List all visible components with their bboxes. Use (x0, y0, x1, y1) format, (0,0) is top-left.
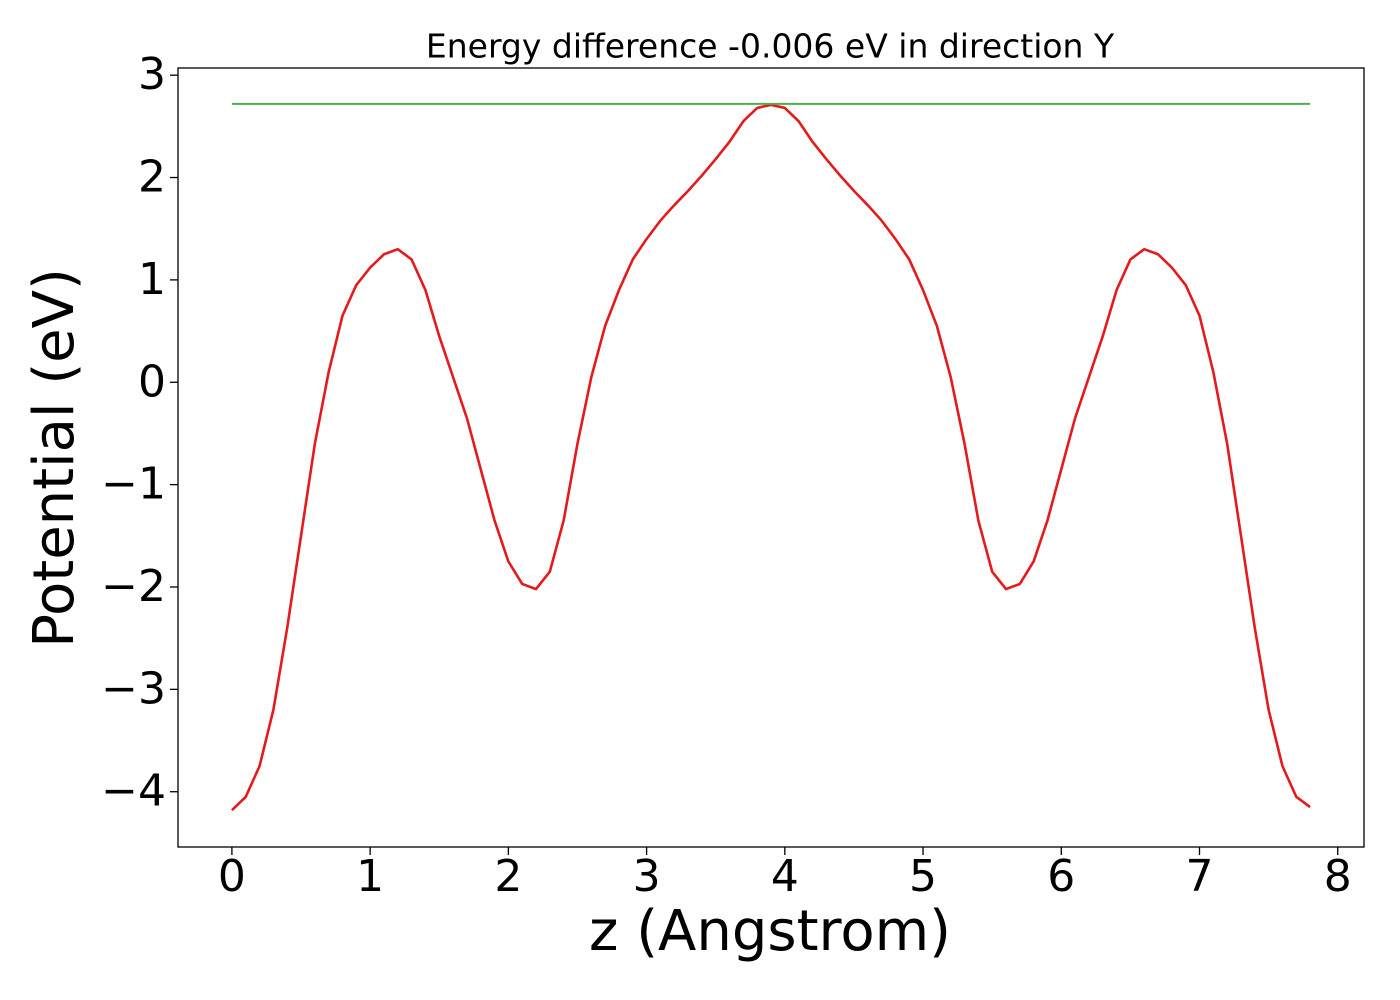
y-tick-label: 1 (138, 254, 166, 305)
x-tick-label: 3 (633, 851, 661, 902)
y-tick-label: −3 (101, 663, 166, 714)
x-axis-label: z (Angstrom) (589, 899, 951, 964)
x-tick-label: 0 (218, 851, 246, 902)
y-tick-label: −1 (101, 459, 166, 510)
y-tick-label: −4 (101, 766, 166, 817)
x-tick-label: 6 (1047, 851, 1075, 902)
y-axis-label: Potential (eV) (22, 268, 87, 648)
x-tick-label: 2 (494, 851, 522, 902)
y-tick-label: 0 (138, 356, 166, 407)
y-tick-label: 3 (138, 49, 166, 100)
x-tick-label: 7 (1186, 851, 1214, 902)
y-tick-label: 2 (138, 152, 166, 203)
x-tick-label: 8 (1324, 851, 1352, 902)
x-tick-label: 5 (909, 851, 937, 902)
y-tick-label: −2 (101, 561, 166, 612)
x-tick-label: 1 (356, 851, 384, 902)
chart-title: Energy difference -0.006 eV in direction… (426, 27, 1115, 66)
plot-frame (177, 67, 1365, 848)
x-tick-label: 4 (771, 851, 799, 902)
data-line (231, 103, 1311, 812)
